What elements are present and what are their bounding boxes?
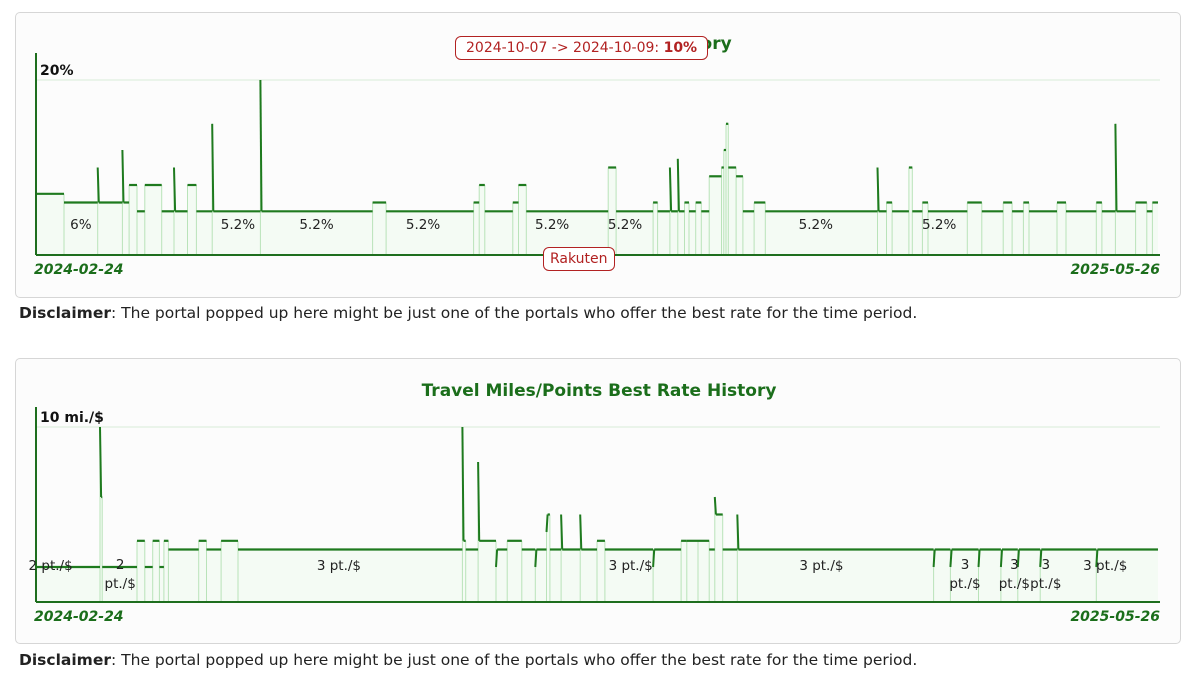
- rate-peak[interactable]: [652, 549, 656, 568]
- portal-badge[interactable]: Rakuten: [543, 247, 615, 271]
- rate-peak[interactable]: [876, 167, 880, 212]
- portal-name: Rakuten: [550, 251, 608, 267]
- rate-peak[interactable]: [545, 514, 549, 533]
- series-area: [36, 80, 1158, 255]
- rate-peak[interactable]: [736, 514, 740, 550]
- tooltip-range: 2024-10-07 -> 2024-10-09:: [466, 40, 660, 56]
- end-date: 2025-05-26: [1070, 262, 1160, 278]
- rate-peak[interactable]: [1039, 549, 1043, 568]
- segment-label: 5.2%: [922, 217, 956, 233]
- rate-segments: [36, 79, 1158, 213]
- start-date: 2024-02-24: [34, 262, 124, 278]
- segment-label: 5.2%: [299, 217, 333, 233]
- rate-peak[interactable]: [173, 167, 177, 212]
- rate-peak[interactable]: [676, 158, 680, 212]
- rate-peak[interactable]: [1114, 123, 1118, 212]
- segment-label: 3 pt./$: [317, 558, 361, 574]
- segment-label-unit: pt./$: [999, 576, 1030, 592]
- segment-label: 5.2%: [535, 217, 569, 233]
- disclaimer-1: Disclaimer: The portal popped up here mi…: [19, 304, 917, 322]
- segment-label-unit: pt./$: [949, 576, 980, 592]
- rate-tooltip: 2024-10-07 -> 2024-10-09: 10%: [455, 36, 709, 60]
- segment-label: 3: [1010, 557, 1019, 573]
- rate-peak[interactable]: [999, 549, 1003, 568]
- rate-peak[interactable]: [477, 461, 481, 541]
- miles-chart-panel: Travel Miles/Points Best Rate History 10 …: [15, 358, 1181, 644]
- rate-peak[interactable]: [713, 496, 717, 515]
- segment-label: 5.2%: [406, 217, 440, 233]
- rate-segments: [36, 426, 1158, 569]
- rate-peak[interactable]: [96, 167, 100, 203]
- rate-peak[interactable]: [495, 549, 499, 568]
- y-max-label: 10 mi./$: [40, 410, 104, 426]
- rate-peak[interactable]: [932, 549, 936, 568]
- segment-label: 3 pt./$: [609, 558, 653, 574]
- segment-label: 3: [1042, 557, 1051, 573]
- segment-label: 3 pt./$: [1083, 558, 1127, 574]
- rate-peak[interactable]: [211, 123, 215, 212]
- segment-label-unit: pt./$: [105, 576, 136, 592]
- disclaimer-label: Disclaimer: [19, 651, 111, 669]
- segment-label: 5.2%: [221, 217, 255, 233]
- end-date: 2025-05-26: [1070, 609, 1160, 625]
- rate-peak[interactable]: [1095, 549, 1099, 568]
- rate-peak[interactable]: [579, 514, 583, 550]
- rate-peak[interactable]: [949, 549, 953, 568]
- rate-peak[interactable]: [560, 514, 564, 550]
- disclaimer-2: Disclaimer: The portal popped up here mi…: [19, 651, 917, 669]
- segment-label: 5.2%: [608, 217, 642, 233]
- segment-label-unit: pt./$: [1030, 576, 1061, 592]
- rate-peak[interactable]: [99, 426, 103, 498]
- rate-peak[interactable]: [461, 426, 465, 541]
- miles-chart: Travel Miles/Points Best Rate History 10 …: [29, 381, 1161, 625]
- disclaimer-text: : The portal popped up here might be jus…: [111, 304, 918, 322]
- segment-label: 6%: [70, 217, 92, 233]
- chart-title: Travel Miles/Points Best Rate History: [422, 381, 777, 401]
- rate-peak[interactable]: [259, 79, 263, 212]
- rate-peak[interactable]: [534, 549, 538, 568]
- segment-label: 2 pt./$: [29, 558, 73, 574]
- start-date: 2024-02-24: [34, 609, 124, 625]
- segment-label: 2: [116, 557, 125, 573]
- y-max-label: 20%: [40, 63, 74, 79]
- series-area: [36, 427, 1158, 602]
- segment-label: 5.2%: [799, 217, 833, 233]
- rate-peak[interactable]: [121, 149, 125, 203]
- rate-peak[interactable]: [1016, 549, 1020, 568]
- segment-label: 3 pt./$: [799, 558, 843, 574]
- disclaimer-label: Disclaimer: [19, 304, 111, 322]
- rate-peak[interactable]: [668, 167, 673, 212]
- segment-label: 3: [961, 557, 970, 573]
- tooltip-value: 10%: [663, 40, 698, 56]
- disclaimer-text: : The portal popped up here might be jus…: [111, 651, 918, 669]
- rate-peak[interactable]: [977, 549, 981, 568]
